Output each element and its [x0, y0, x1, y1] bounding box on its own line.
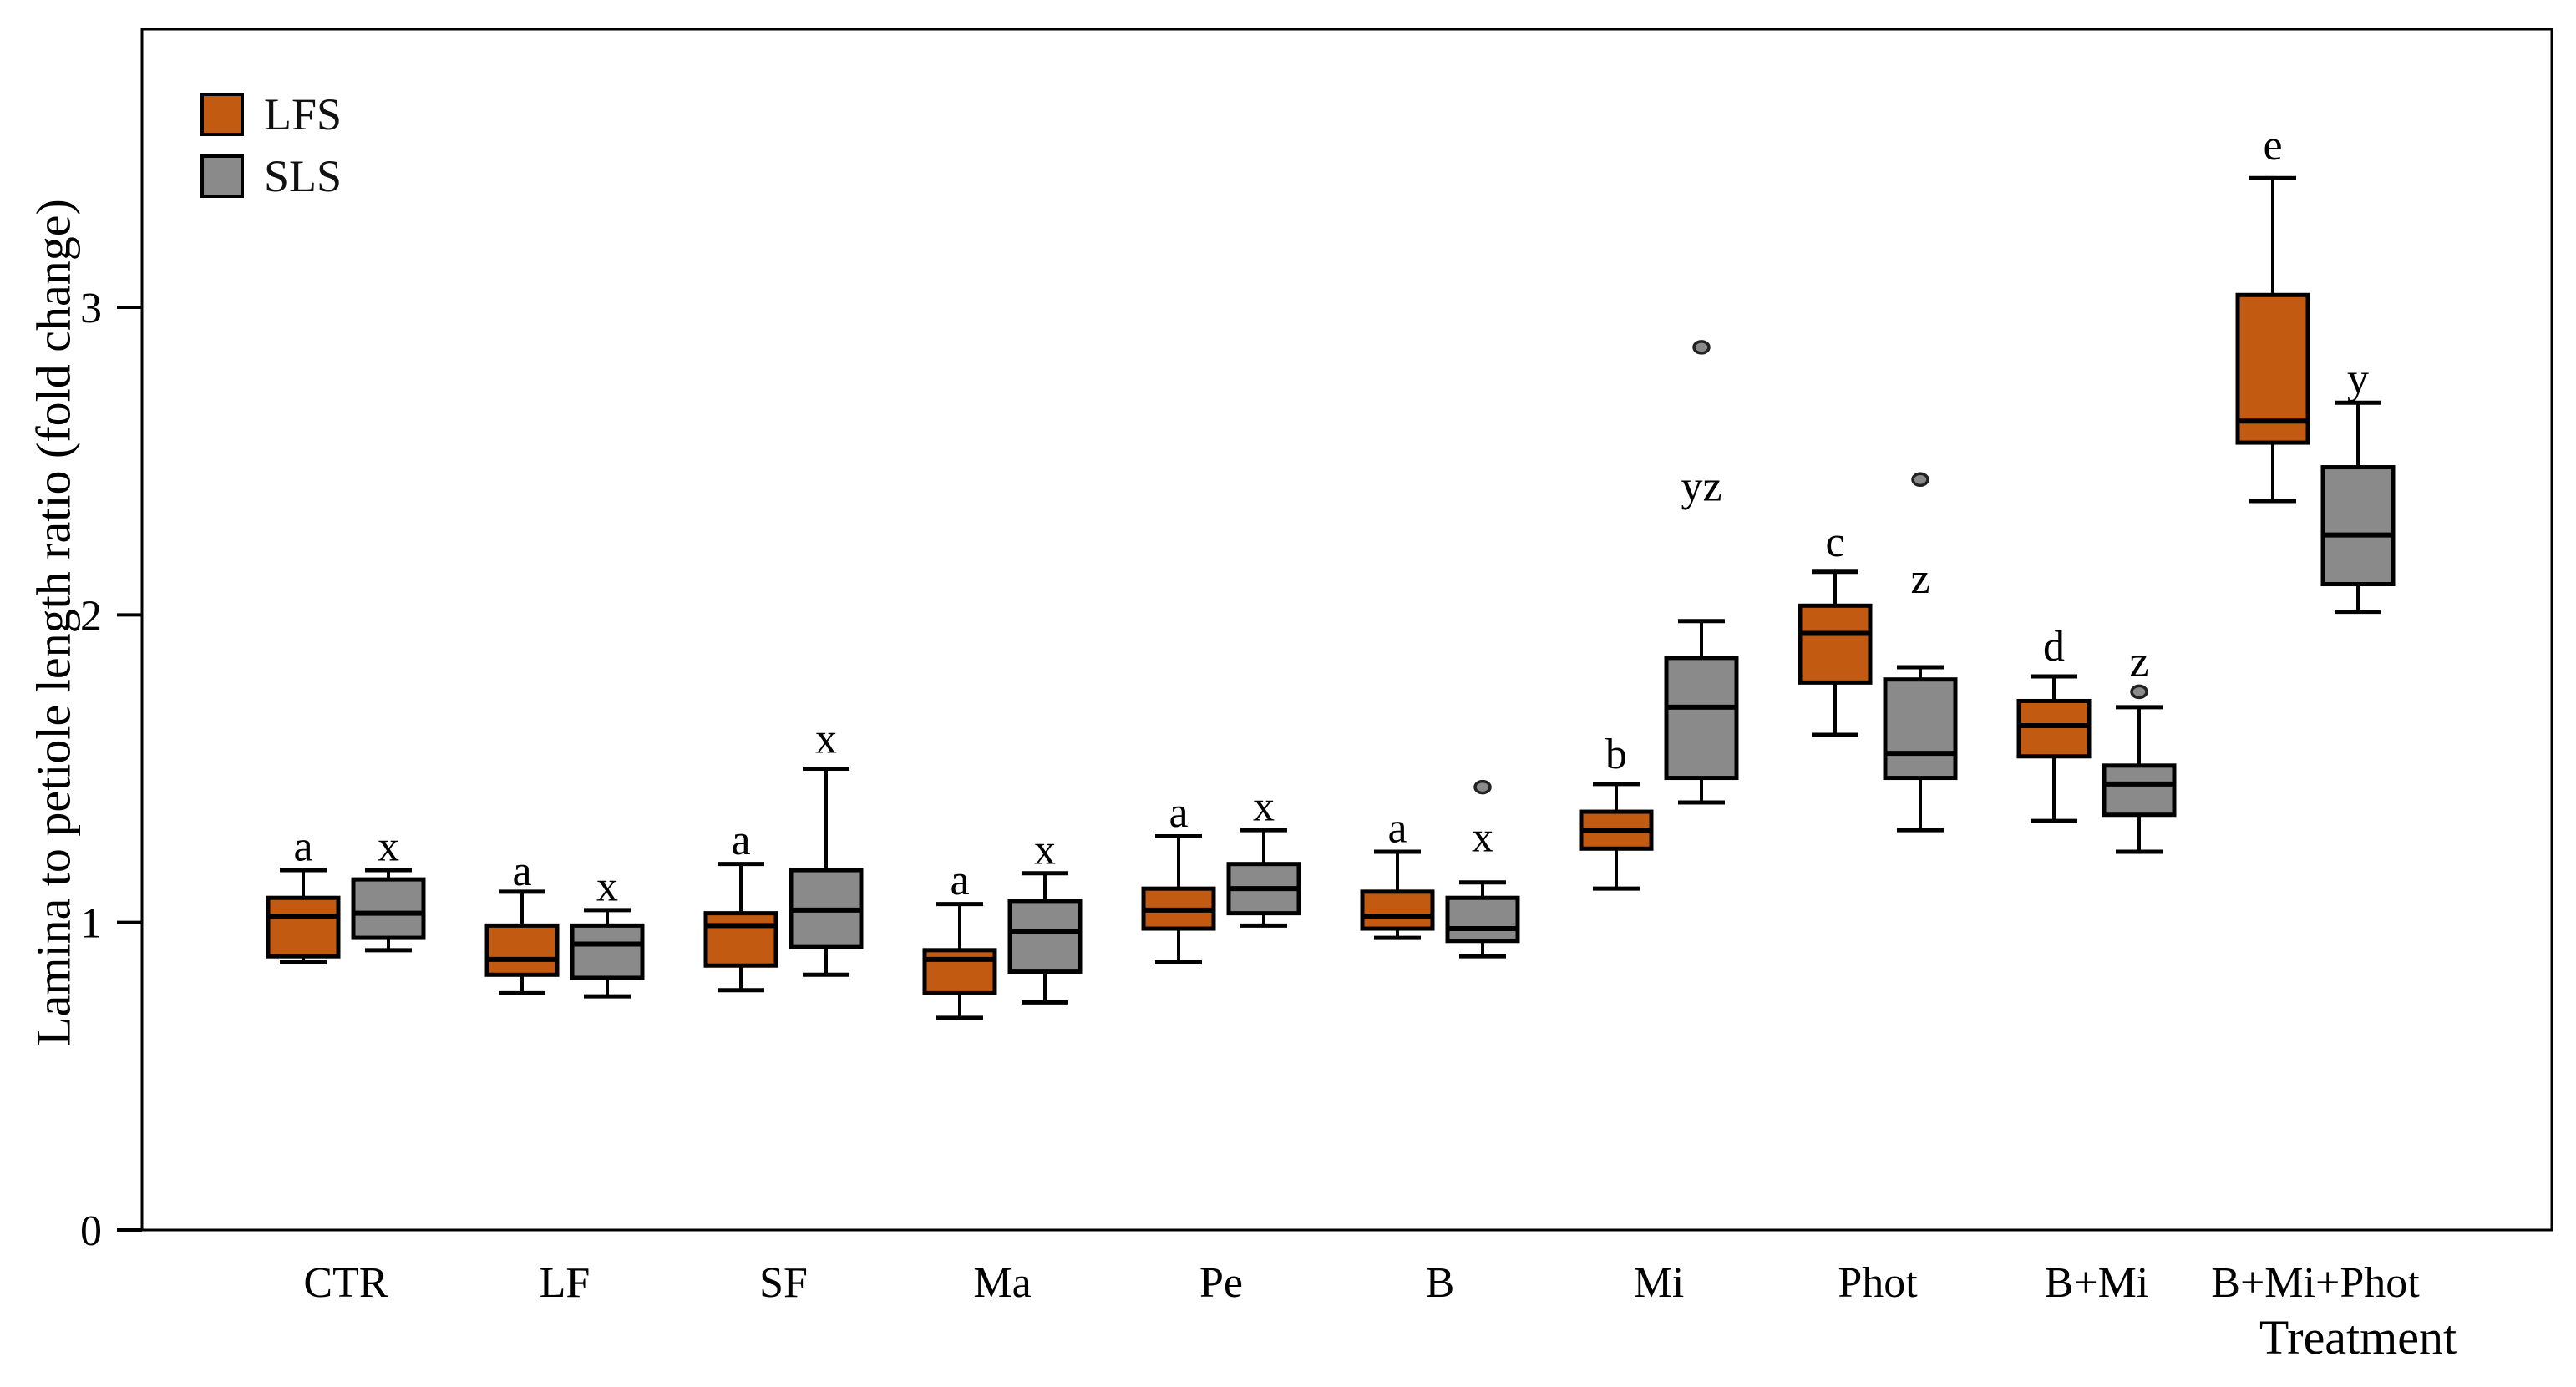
significance-letter: z [1910, 555, 1929, 603]
y-axis-label: Lamina to petiole length ratio (fold cha… [26, 199, 81, 1046]
iqr-box [570, 923, 645, 980]
legend: LFS SLS [200, 92, 342, 215]
box-SLS-B+Mi+Phot: y [2320, 356, 2396, 615]
significance-letter: a [1169, 789, 1188, 837]
significance-letter: yz [1681, 463, 1722, 511]
box-SLS-B: x [1445, 779, 1520, 959]
iqr-box [1798, 603, 1873, 685]
legend-label-lfs: LFS [264, 89, 342, 139]
iqr-box [351, 877, 426, 940]
x-tick-label: Ma [973, 1259, 1031, 1307]
significance-letter: a [512, 848, 531, 895]
significance-letter: a [1387, 804, 1407, 852]
box-SLS-B+Mi: z [2102, 639, 2177, 854]
plot-frame [140, 28, 2553, 1232]
x-tick-label: Phot [1838, 1259, 1918, 1307]
significance-letter: x [1472, 814, 1493, 862]
y-tick-label: 3 [80, 285, 102, 332]
significance-letter: a [950, 857, 969, 904]
x-tick-label: B+Mi+Phot [2211, 1259, 2420, 1307]
outlier-point [1692, 340, 1711, 355]
iqr-box [2016, 698, 2092, 759]
iqr-box [703, 911, 778, 968]
outlier-point [1473, 779, 1492, 795]
iqr-box [484, 923, 560, 977]
box-LFS-B+Mi+Phot: e [2235, 122, 2310, 504]
x-axis-label: Treatment [2259, 1310, 2457, 1364]
box-SLS-SF: x [789, 716, 864, 977]
box-SLS-CTR: x [351, 823, 426, 953]
legend-entry-sls: SLS [200, 154, 342, 199]
sls-color-swatch-icon [200, 154, 244, 198]
significance-letter: x [596, 863, 618, 910]
legend-label-sls: SLS [264, 151, 342, 201]
box-SLS-LF: x [570, 863, 645, 999]
y-tick-label: 0 [80, 1207, 102, 1255]
significance-letter: x [378, 823, 399, 871]
iqr-box [1360, 889, 1435, 931]
outlier-point [1911, 472, 1929, 488]
iqr-box [1007, 899, 1083, 974]
x-tick-label: B+Mi [2045, 1259, 2149, 1307]
x-tick-label: Pe [1199, 1259, 1243, 1307]
iqr-box [922, 948, 997, 995]
outlier-point [2130, 684, 2148, 700]
box-LFS-CTR: a [266, 823, 341, 965]
iqr-box [2320, 465, 2396, 587]
significance-letter: x [815, 716, 837, 763]
box-SLS-Ma: x [1007, 826, 1083, 1005]
significance-letter: a [293, 823, 312, 871]
significance-letter: a [731, 817, 750, 864]
x-tick-label: SF [759, 1259, 808, 1307]
x-tick-label: B [1426, 1259, 1455, 1307]
legend-entry-lfs: LFS [200, 92, 342, 137]
x-tick-label: LF [540, 1259, 591, 1307]
significance-letter: y [2347, 356, 2369, 403]
iqr-box [2102, 763, 2177, 818]
iqr-box [266, 895, 341, 959]
y-tick-label: 1 [80, 900, 102, 948]
box-LFS-SF: a [703, 817, 778, 993]
box-LFS-B+Mi: d [2016, 623, 2092, 823]
significance-letter: d [2043, 623, 2065, 671]
iqr-box [2235, 292, 2310, 445]
x-tick-label: CTR [303, 1259, 388, 1307]
significance-letter: x [1253, 783, 1275, 831]
y-tick-label: 2 [80, 592, 102, 640]
iqr-box [1664, 656, 1739, 781]
box-SLS-Phot: z [1883, 472, 1958, 833]
iqr-box [1445, 895, 1520, 944]
box-LFS-Mi: b [1579, 731, 1654, 891]
significance-letter: c [1825, 519, 1844, 566]
iqr-box [1883, 677, 1958, 781]
box-LFS-Pe: a [1141, 789, 1216, 965]
box-LFS-Ma: a [922, 857, 997, 1020]
significance-letter: x [1034, 826, 1056, 873]
significance-letter: b [1605, 731, 1627, 778]
box-LFS-Phot: c [1798, 519, 1873, 737]
x-tick-label: Mi [1634, 1259, 1685, 1307]
lfs-color-swatch-icon [200, 93, 244, 136]
box-SLS-Pe: x [1226, 783, 1301, 928]
box-LFS-LF: a [484, 848, 560, 995]
significance-letter: z [2129, 639, 2148, 686]
box-LFS-B: a [1360, 804, 1435, 940]
box-SLS-Mi: yz [1664, 340, 1739, 805]
significance-letter: e [2263, 122, 2282, 170]
